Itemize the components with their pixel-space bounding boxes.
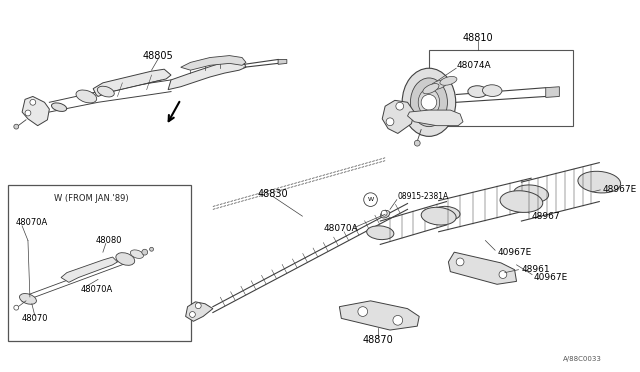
Ellipse shape: [440, 77, 457, 85]
Ellipse shape: [402, 68, 456, 137]
Circle shape: [456, 258, 464, 266]
Text: 40967E: 40967E: [534, 273, 568, 282]
Text: 48805: 48805: [143, 51, 173, 61]
Polygon shape: [22, 96, 49, 126]
Text: A/88C0033: A/88C0033: [563, 356, 602, 362]
Polygon shape: [278, 60, 287, 64]
Circle shape: [499, 271, 507, 279]
Ellipse shape: [19, 294, 36, 304]
Text: 48080: 48080: [96, 236, 123, 245]
Text: 48074A: 48074A: [456, 61, 491, 70]
Circle shape: [421, 94, 436, 110]
Circle shape: [142, 249, 148, 255]
Ellipse shape: [423, 84, 439, 94]
Text: 48967: 48967: [531, 212, 560, 221]
Bar: [429, 50, 573, 126]
Ellipse shape: [433, 206, 460, 220]
Bar: [8, 185, 191, 341]
Text: 48830: 48830: [258, 189, 289, 199]
Text: W (FROM JAN.'89): W (FROM JAN.'89): [54, 194, 129, 203]
Polygon shape: [168, 61, 246, 90]
Ellipse shape: [500, 191, 543, 212]
Text: 08915-2381A: 08915-2381A: [398, 192, 449, 201]
Ellipse shape: [430, 80, 447, 90]
Ellipse shape: [51, 103, 67, 112]
Ellipse shape: [97, 86, 115, 97]
Polygon shape: [408, 110, 463, 126]
Text: 48070: 48070: [22, 314, 49, 323]
Polygon shape: [93, 69, 171, 96]
Circle shape: [189, 312, 195, 317]
Ellipse shape: [483, 85, 502, 96]
Polygon shape: [546, 87, 559, 97]
Text: 48961: 48961: [522, 265, 550, 274]
Circle shape: [358, 307, 367, 317]
Circle shape: [25, 110, 31, 116]
Circle shape: [195, 303, 201, 309]
Text: 40967E: 40967E: [497, 248, 531, 257]
Circle shape: [14, 305, 19, 310]
Ellipse shape: [367, 226, 394, 240]
Circle shape: [414, 140, 420, 146]
Circle shape: [396, 102, 404, 110]
Polygon shape: [449, 252, 516, 284]
Ellipse shape: [468, 86, 487, 97]
Circle shape: [30, 99, 36, 105]
Polygon shape: [186, 302, 213, 321]
Circle shape: [364, 193, 378, 206]
Ellipse shape: [381, 211, 390, 218]
Circle shape: [386, 118, 394, 126]
Text: 48070A: 48070A: [81, 285, 113, 294]
Ellipse shape: [578, 171, 621, 193]
Circle shape: [14, 124, 19, 129]
Text: 48870: 48870: [363, 335, 394, 345]
Ellipse shape: [514, 185, 548, 203]
Ellipse shape: [410, 78, 447, 126]
Ellipse shape: [418, 89, 440, 116]
Ellipse shape: [421, 207, 456, 225]
Text: 48070A: 48070A: [324, 224, 358, 233]
Polygon shape: [382, 100, 414, 134]
Ellipse shape: [76, 90, 97, 103]
Circle shape: [381, 210, 387, 216]
Ellipse shape: [131, 250, 143, 259]
Text: 48070A: 48070A: [15, 218, 47, 228]
Ellipse shape: [116, 253, 134, 265]
Polygon shape: [180, 55, 246, 70]
Polygon shape: [61, 257, 118, 282]
Circle shape: [393, 315, 403, 325]
Text: W: W: [367, 197, 374, 202]
Text: 48967E: 48967E: [602, 185, 636, 195]
Text: 48810: 48810: [462, 33, 493, 43]
Polygon shape: [339, 301, 419, 330]
Circle shape: [150, 247, 154, 251]
